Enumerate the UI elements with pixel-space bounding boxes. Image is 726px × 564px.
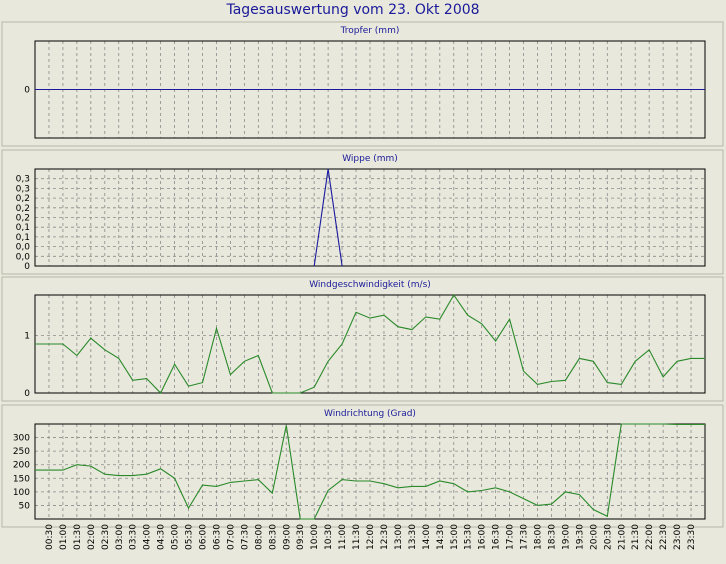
- x-tick-label: 21:30: [631, 524, 641, 550]
- y-tick-label: 0,0: [16, 252, 31, 262]
- x-tick-label: 07:30: [240, 524, 250, 550]
- x-tick-label: 02:00: [87, 524, 97, 550]
- x-tick-label: 03:30: [129, 524, 139, 550]
- y-tick-label: 150: [13, 474, 30, 484]
- series-line: [35, 293, 705, 394]
- x-tick-label: 13:00: [394, 524, 404, 550]
- x-tick-label: 08:30: [268, 524, 278, 550]
- plot-area: [34, 423, 706, 520]
- y-tick-label: 100: [13, 488, 30, 498]
- x-tick-label: 05:00: [171, 524, 181, 550]
- panel-frame: [1, 404, 724, 528]
- x-tick-label: 08:00: [254, 524, 264, 550]
- x-tick-label: 19:00: [561, 524, 571, 550]
- x-tick-label: 11:30: [352, 524, 362, 550]
- x-tick-label: 18:00: [534, 524, 544, 550]
- page-title: Tagesauswertung vom 23. Okt 2008: [225, 2, 479, 18]
- x-tick-label: 13:30: [408, 524, 418, 550]
- panel-title: Windgeschwindigkeit (m/s): [309, 280, 431, 290]
- panel-frame: [1, 149, 724, 275]
- x-tick-label: 16:30: [492, 524, 502, 550]
- x-tick-label: 17:30: [520, 524, 530, 550]
- x-tick-label: 22:00: [645, 524, 655, 550]
- chart-panel: Windrichtung (Grad) 50 100 150 200 250 300: [1, 404, 724, 528]
- y-tick-label: 50: [19, 501, 31, 511]
- x-tick-label: 01:30: [73, 524, 83, 550]
- x-tick-label: 12:00: [366, 524, 376, 550]
- x-tick-label: 05:30: [185, 524, 195, 550]
- x-tick-label: 02:30: [101, 524, 111, 550]
- x-tick-label: 14:00: [422, 524, 432, 550]
- y-tick-label: 1: [24, 331, 30, 341]
- x-tick-label: 04:00: [143, 524, 153, 550]
- x-tick-label: 22:30: [659, 524, 669, 550]
- panel-title: Windrichtung (Grad): [324, 409, 416, 419]
- x-tick-label: 01:00: [59, 524, 69, 550]
- y-tick-label: 0,0: [16, 243, 31, 253]
- x-tick-label: 23:30: [687, 524, 697, 550]
- chart-panel: Windgeschwindigkeit (m/s) 0 1: [1, 276, 724, 402]
- chart-panel: Wippe (mm)00,00,00,10,10,20,20,20,30,3: [1, 149, 724, 275]
- x-tick-label: 18:30: [548, 524, 558, 550]
- x-tick-label: 17:00: [506, 524, 516, 550]
- x-tick-label: 12:30: [380, 524, 390, 550]
- y-tick-label: 0: [24, 86, 30, 96]
- y-tick-label: 0,1: [16, 223, 30, 233]
- x-tick-label: 23:00: [673, 524, 683, 550]
- y-tick-label: 0,1: [16, 233, 30, 243]
- y-tick-label: 250: [13, 447, 30, 457]
- x-tick-label: 14:30: [436, 524, 446, 550]
- y-tick-label: 0,2: [16, 194, 30, 204]
- x-tick-label: 07:00: [226, 524, 236, 550]
- x-tick-label: 03:00: [115, 524, 125, 550]
- y-tick-label: 0: [24, 389, 30, 399]
- series-line: [35, 423, 705, 520]
- x-tick-label: 10:30: [324, 524, 334, 550]
- x-tick-label: 11:00: [338, 524, 348, 550]
- x-tick-label: 20:30: [603, 524, 613, 550]
- x-tick-label: 19:30: [575, 524, 585, 550]
- x-tick-label: 15:30: [464, 524, 474, 550]
- panel-title: Tropfer (mm): [340, 26, 400, 36]
- series-line: [313, 168, 343, 267]
- y-tick-label: 0,2: [16, 204, 30, 214]
- chart-panel: Tropfer (mm) 0: [1, 21, 724, 147]
- x-axis: 00:30 01:00 01:30 02:00 02:30 03:00 03:30 04:00…: [45, 524, 697, 550]
- y-tick-label: 0,3: [16, 175, 30, 185]
- x-tick-label: 00:30: [45, 524, 55, 550]
- panel-frame: [1, 276, 724, 402]
- y-tick-label: 0,3: [16, 184, 30, 194]
- x-tick-label: 15:00: [450, 524, 460, 550]
- panel-title: Wippe (mm): [342, 154, 398, 164]
- y-tick-label: 0: [24, 262, 30, 272]
- x-tick-label: 20:00: [589, 524, 599, 550]
- x-tick-label: 06:30: [213, 524, 223, 550]
- x-tick-label: 09:00: [282, 524, 292, 550]
- x-tick-label: 09:30: [296, 524, 306, 550]
- y-tick-label: 200: [13, 461, 30, 471]
- x-tick-label: 21:00: [617, 524, 627, 550]
- x-tick-label: 04:30: [157, 524, 167, 550]
- plot-area: [34, 168, 706, 267]
- panel-frame: [1, 21, 724, 147]
- x-tick-label: 06:00: [199, 524, 209, 550]
- y-tick-label: 300: [13, 434, 30, 444]
- x-tick-label: 10:00: [310, 524, 320, 550]
- x-tick-label: 16:00: [478, 524, 488, 550]
- y-tick-label: 0,2: [16, 214, 30, 224]
